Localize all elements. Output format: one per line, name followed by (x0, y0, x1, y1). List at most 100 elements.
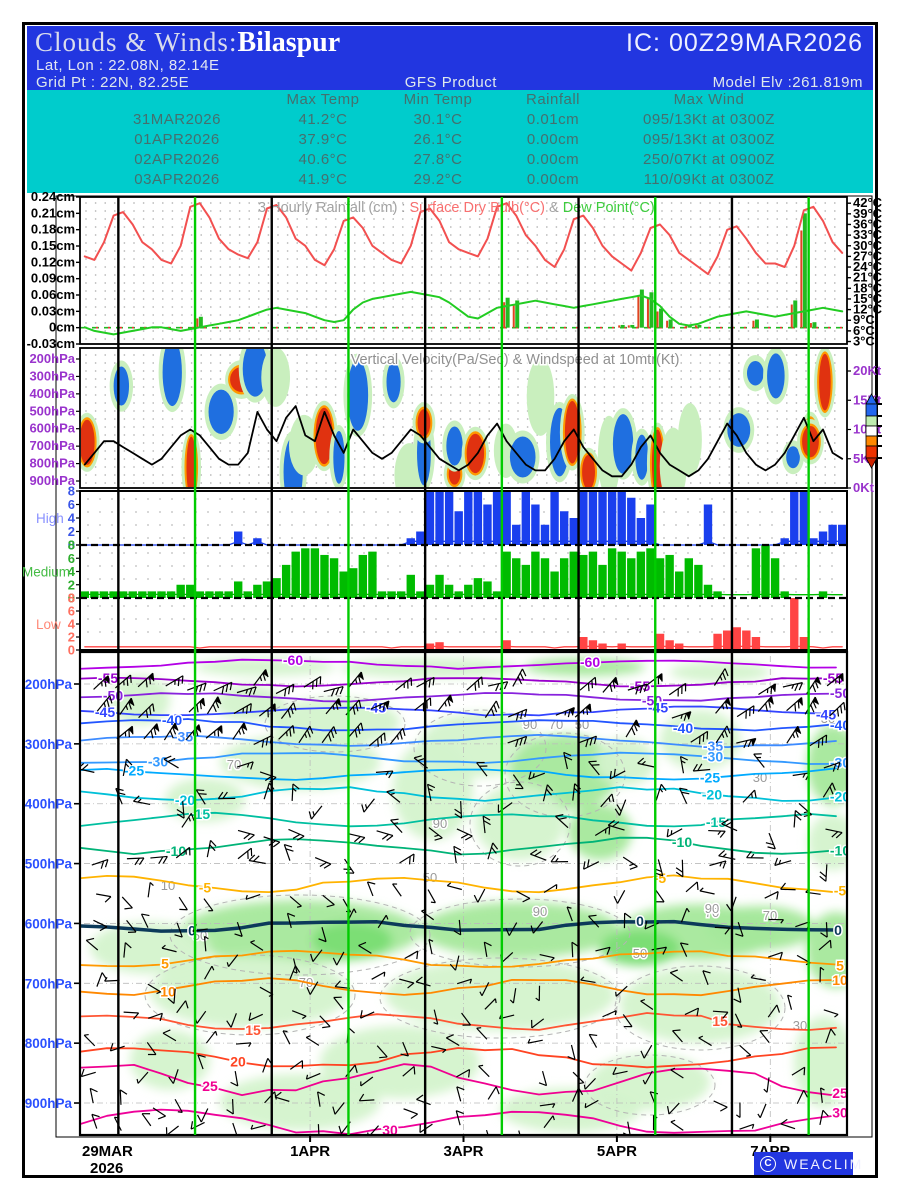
pressure-axis-label: 400hPa (29, 386, 75, 401)
temperature-contours: -60-60-55-55-55-50-50-50-45-45-45-45-40-… (81, 653, 850, 1138)
col-max-temp: Max Temp (286, 91, 360, 108)
row-max-wind: 110/09Kt at 0300Z (643, 171, 775, 188)
contour-label: -5 (834, 883, 847, 899)
contour-label: 5 (836, 958, 844, 974)
contour-label: 30 (832, 1104, 848, 1120)
table-row: 02APR2026 40.6°C 27.8°C 0.00cm 250/07Kt … (27, 150, 873, 170)
date-tick-label: 3APR (443, 1143, 483, 1160)
cloud-axis-tick: 8 (68, 538, 75, 553)
rain-axis-label: -0.03cm (27, 336, 75, 351)
row-rainfall: 0.01cm (526, 111, 580, 128)
contour-label: -45 (648, 700, 668, 716)
cloud-axis-tick: 0 (68, 591, 75, 606)
cloud-axis-tick: 4 (68, 617, 76, 632)
cloud-axis-tick: 6 (68, 604, 75, 619)
row-date: 02APR2026 (134, 151, 220, 168)
pressure-axis-label: 500hPa (29, 403, 75, 418)
rain-axis-label: 0.24cm (31, 189, 75, 204)
contour-label: -40 (673, 720, 693, 736)
row-rainfall: 0.00cm (526, 171, 580, 188)
rain-axis-label: 0.03cm (31, 303, 75, 318)
page-border (22, 22, 878, 1178)
pressure-axis-label: 300hPa (29, 368, 75, 383)
brand-badge: C WEACLIM (754, 1152, 861, 1175)
pressure-axis-label: 200hPa (29, 351, 75, 366)
start-year-label: 2026 (90, 1160, 123, 1177)
contour-label: 30 (382, 1122, 398, 1138)
row-rainfall: 0.00cm (526, 151, 580, 168)
contour-label: -45 (366, 700, 386, 716)
contour-label: 10 (832, 972, 848, 988)
pressure-axis-label: 600hPa (25, 916, 73, 931)
rh-label: 90 (533, 904, 547, 919)
contour-label: -30 (148, 753, 168, 769)
low-cloud-bars (84, 598, 843, 650)
row-max-temp: 37.9°C (298, 131, 348, 148)
page-title: Clouds & Winds:Bilaspur (35, 27, 340, 59)
cloud-axis-tick: 8 (68, 484, 75, 499)
pressure-axis-label: 800hPa (29, 456, 75, 471)
pressure-axis-label: 900hPa (25, 1096, 73, 1111)
rain-axis-label: 0.09cm (31, 271, 75, 286)
cloud-layer-label: Low (36, 617, 61, 632)
temp-axis-label: 3°C (853, 334, 875, 349)
contour-label: 20 (230, 1054, 246, 1070)
vertical-velocity-panel-title: Vertical Velocity(Pa/Sec) & Windspeed at… (351, 352, 680, 368)
temp-axis-label: 39°C (853, 206, 883, 221)
humidity-shading (90, 658, 847, 1132)
contour-label: -60 (580, 654, 600, 670)
rh-label: 70 (705, 905, 719, 920)
rh-label: 70 (549, 717, 563, 732)
daily-summary-table: Max Temp Min Temp Rainfall Max Wind 31MA… (27, 90, 873, 193)
contour-label: -15 (190, 806, 210, 822)
medium-cloud-bars (80, 545, 843, 598)
pressure-axis-label: 200hPa (25, 677, 73, 692)
rain-axis-label: 0.15cm (31, 238, 75, 253)
contour-label: -50 (642, 693, 662, 709)
row-date: 31MAR2026 (133, 111, 221, 128)
contour-label: -5 (199, 880, 212, 896)
temp-axis-label: 30°C (853, 238, 883, 253)
pressure-axis-label: 700hPa (25, 976, 73, 991)
contour-label: -50 (830, 685, 850, 701)
pressure-axis-label: 500hPa (25, 857, 73, 872)
contour-label: -25 (700, 769, 720, 785)
row-max-temp: 41.2°C (298, 111, 348, 128)
temp-axis-label: 42°C (853, 195, 883, 210)
contour-label: -10 (830, 842, 850, 858)
row-date: 03APR2026 (134, 171, 220, 188)
contour-label: -45 (816, 706, 836, 722)
rh-label: 30 (753, 770, 767, 785)
rain-axis-label: 0.06cm (31, 287, 75, 302)
row-max-temp: 41.9°C (298, 171, 348, 188)
contour-label: -30 (703, 748, 723, 764)
model-elevation-label: Model Elv :261.819m (712, 74, 863, 91)
contour-label: 0 (636, 913, 644, 929)
contour-label: -40 (162, 712, 182, 728)
rain-axis-label: 0.12cm (31, 254, 75, 269)
table-row: 31MAR2026 41.2°C 30.1°C 0.01cm 095/13Kt … (27, 110, 873, 130)
temp-axis-label: 27°C (853, 248, 883, 263)
col-max-wind: Max Wind (673, 91, 745, 108)
pressure-axis-label: 900hPa (29, 473, 75, 488)
time-axis: 1APR3APR5APR7APR29MAR2026 (82, 1135, 790, 1177)
dry-bulb-series (83, 202, 844, 276)
temp-axis-label: 9°C (853, 312, 875, 327)
cloud-axis-tick: 2 (68, 524, 75, 539)
row-max-wind: 095/13Kt at 0300Z (643, 111, 775, 128)
contour-label: -20 (702, 786, 722, 802)
row-max-temp: 40.6°C (298, 151, 348, 168)
vertical-velocity-colorbar (865, 393, 882, 469)
date-tick-label: 1APR (290, 1143, 330, 1160)
contour-label: 5 (161, 955, 169, 971)
cloud-axis-tick: 8 (68, 591, 75, 606)
pressure-axis-label: 300hPa (25, 737, 73, 752)
row-max-wind: 095/13Kt at 0300Z (643, 131, 775, 148)
cloud-axis-tick: 0 (68, 538, 75, 553)
row-max-wind: 250/07Kt at 0900Z (643, 151, 775, 168)
temp-axis-label: 36°C (853, 216, 883, 231)
cloud-axis-tick: 0 (68, 643, 75, 658)
date-tick-label: 5APR (597, 1143, 637, 1160)
